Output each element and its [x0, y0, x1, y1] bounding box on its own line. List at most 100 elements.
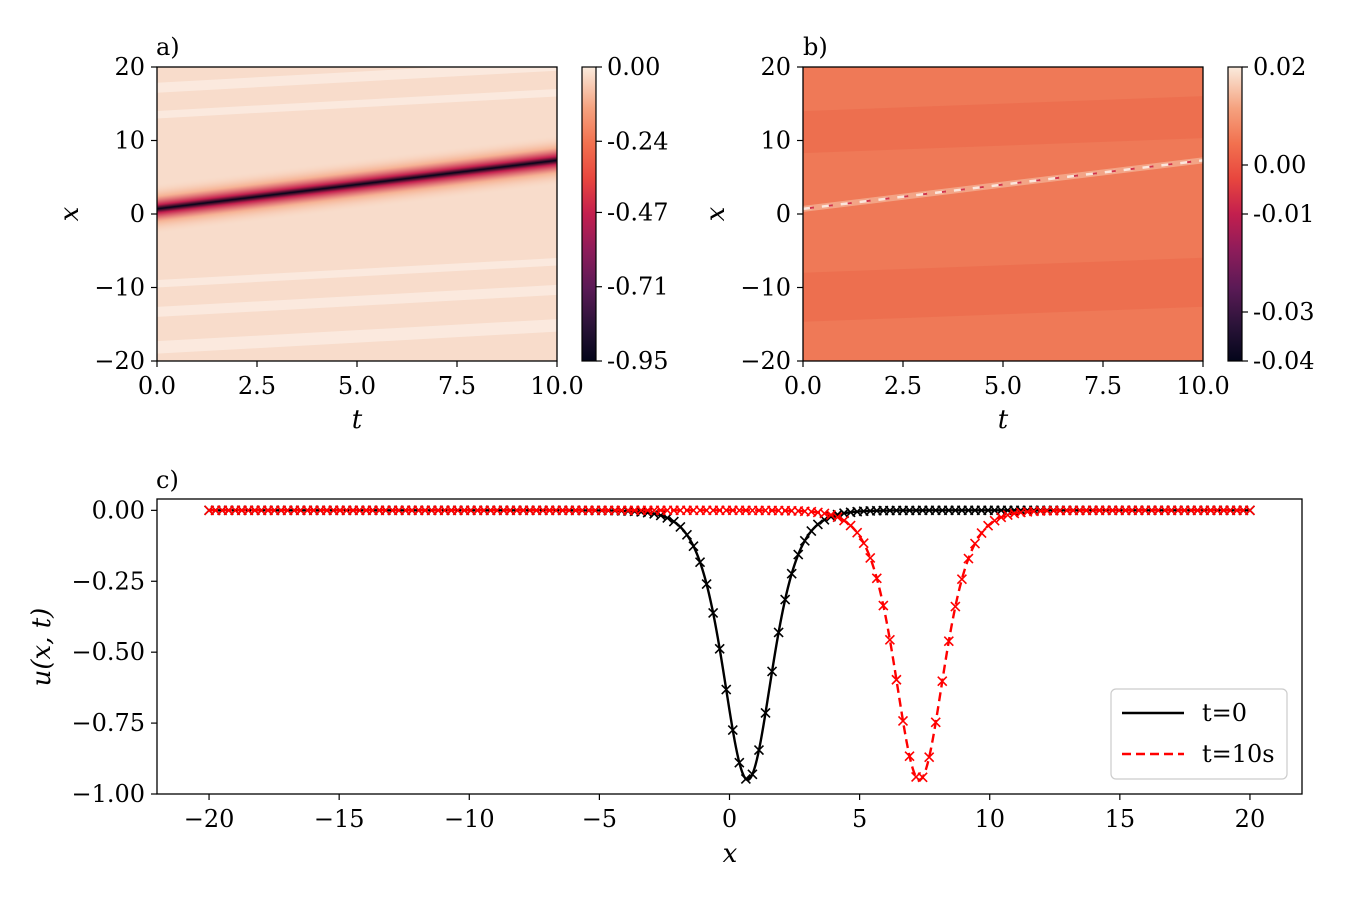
y-ticks-a: −20 −10 0 10 20: [94, 53, 157, 375]
line-plot-c: [203, 505, 1256, 785]
heatmap-a-plot: [157, 67, 557, 361]
y-tick-label: 20: [760, 53, 791, 81]
x-axis-label-c: x: [723, 839, 738, 869]
panel-label-a: a): [156, 33, 180, 61]
heatmap-b-plot: [803, 67, 1203, 361]
data-point: [675, 521, 686, 533]
data-point: [740, 773, 751, 785]
y-tick-label: −1.00: [71, 780, 145, 808]
y-tick-label: −10: [740, 274, 791, 302]
colorbar-tick-label: 0.00: [1253, 151, 1306, 179]
data-point: [865, 552, 876, 563]
legend-box: [1110, 688, 1288, 780]
colorbar-tick-label: -0.03: [1253, 298, 1315, 326]
panel-label-c: c): [156, 466, 179, 494]
x-axis-label-b: t: [998, 405, 1009, 435]
data-point: [924, 752, 935, 763]
x-ticks-c: −20 −15 −10 −5 0 5 10 15 20: [184, 794, 1265, 833]
y-tick-label: 0: [130, 200, 145, 228]
data-point: [937, 676, 948, 687]
x-tick-label: 10: [974, 805, 1005, 833]
data-point: [694, 557, 706, 568]
soliton-band-fill: [157, 133, 557, 237]
data-point: [793, 549, 804, 560]
x-tick-label: 0.0: [138, 372, 176, 400]
data-point: [668, 516, 679, 527]
y-tick-label: 10: [114, 127, 145, 155]
data-point: [904, 751, 915, 762]
x-ticks-b: 0.0 2.5 5.0 7.5 10.0: [784, 361, 1230, 400]
legend-label-t10: t=10s: [1202, 740, 1275, 768]
x-ticks-a: 0.0 2.5 5.0 7.5 10.0: [138, 361, 584, 400]
colorbar-tick-label: -0.04: [1253, 347, 1315, 375]
legend-label-t0: t=0: [1202, 699, 1247, 727]
data-point: [852, 527, 863, 538]
x-tick-label: −10: [444, 805, 495, 833]
data-point: [1244, 505, 1256, 516]
data-point: [983, 520, 994, 531]
y-tick-label: 0.00: [92, 496, 145, 524]
colorbar-tick-label: -0.24: [607, 127, 669, 155]
residual-line-dark: [803, 159, 1203, 210]
data-point: [734, 757, 745, 768]
y-tick-label: −20: [94, 347, 145, 375]
x-tick-label: 7.5: [438, 372, 476, 400]
data-point: [963, 553, 974, 564]
x-tick-label: −15: [314, 805, 365, 833]
heatmap-band: [803, 96, 1203, 154]
data-point: [897, 715, 909, 727]
data-point: [917, 772, 928, 783]
y-tick-label: −0.50: [71, 638, 145, 666]
series-line: [209, 509, 1250, 782]
heatmap-streak: [157, 88, 557, 119]
y-tick-label: 20: [114, 53, 145, 81]
data-point: [969, 538, 981, 549]
series-t=10s: [203, 505, 1256, 783]
data-point: [708, 607, 719, 619]
heatmap-streak: [157, 67, 557, 93]
data-point: [943, 636, 954, 647]
colorbar-tick-label: -0.95: [607, 347, 669, 375]
colorbar-tick-label: 0.02: [1253, 53, 1306, 81]
colorbar-b: [1227, 66, 1243, 362]
data-point: [688, 541, 699, 552]
data-point: [825, 509, 837, 521]
y-tick-label: −0.25: [71, 567, 145, 595]
data-point: [930, 717, 941, 728]
x-axis-label-a: t: [352, 405, 363, 435]
data-point: [878, 600, 889, 611]
panel-c: −20 −15 −10 −5 0 5 10 15 20 0.00 −0.25 −0.50 −0.75 −…: [27, 466, 1303, 869]
colorbar-a: [581, 66, 597, 362]
data-point: [838, 515, 850, 526]
data-point: [701, 579, 712, 590]
y-tick-label: 0: [776, 200, 791, 228]
legend: t=0 t=10s: [1110, 688, 1288, 780]
data-point: [753, 744, 765, 756]
x-tick-label: 2.5: [884, 372, 922, 400]
data-point: [891, 674, 902, 685]
data-point: [812, 519, 823, 530]
x-tick-label: 0: [722, 805, 737, 833]
data-point: [747, 769, 758, 780]
y-tick-label: −20: [740, 347, 791, 375]
y-tick-label: −10: [94, 274, 145, 302]
x-tick-label: 10.0: [530, 372, 583, 400]
x-tick-label: 15: [1105, 805, 1136, 833]
colorbar-ticks-b: 0.02 0.00 -0.01 -0.03 -0.04: [1242, 53, 1315, 375]
heatmap-streak: [157, 258, 557, 288]
data-point: [950, 601, 961, 612]
y-ticks-b: −20 −10 0 10 20: [740, 53, 803, 375]
x-tick-label: −5: [582, 805, 617, 833]
panel-b: 0.0 2.5 5.0 7.5 10.0 −20 −10 0 10 20 b) t x 0.02…: [701, 33, 1315, 435]
x-tick-label: 5.0: [984, 372, 1022, 400]
x-tick-label: 7.5: [1084, 372, 1122, 400]
data-point: [681, 529, 693, 540]
colorbar-ticks-a: 0.00 -0.24 -0.47 -0.71 -0.95: [596, 53, 669, 375]
y-tick-label: −0.75: [71, 709, 145, 737]
data-point: [721, 684, 732, 695]
data-point: [858, 538, 869, 549]
x-tick-label: −20: [184, 805, 235, 833]
data-point: [956, 574, 967, 585]
data-point: [773, 627, 784, 638]
data-point: [780, 594, 791, 605]
